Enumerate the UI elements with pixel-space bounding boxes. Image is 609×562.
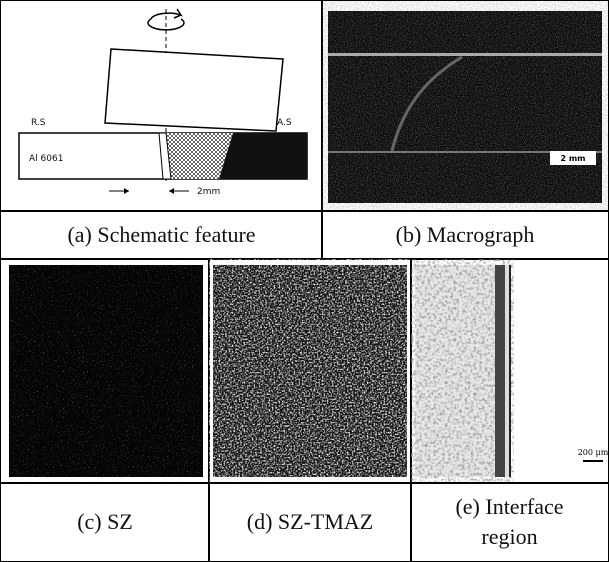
micrograph <box>1 259 209 483</box>
annotation: A.S <box>277 118 292 128</box>
caption: (c) SZ <box>0 482 210 562</box>
figure: R.S A.S Al 6061 2mm 2 mm (a) Schematic f… <box>0 0 609 562</box>
micrograph: 200 μm <box>411 259 608 483</box>
caption: (b) Macrograph <box>321 210 609 260</box>
scale-bar: 2 mm <box>560 154 585 163</box>
macrograph: 2 mm <box>322 1 608 211</box>
panel-e: 200 μm <box>410 258 609 484</box>
micrograph <box>209 259 411 483</box>
panel-b: 2 mm <box>321 0 609 212</box>
annotation: Al 6061 <box>29 154 63 164</box>
caption: (d) SZ-TMAZ <box>208 482 412 562</box>
panel-a: R.S A.S Al 6061 2mm <box>0 0 323 212</box>
caption: (e) Interface region <box>410 482 609 562</box>
annotation: 2mm <box>197 187 220 197</box>
annotation: R.S <box>31 118 46 128</box>
panel-c <box>0 258 210 484</box>
schematic: R.S A.S Al 6061 2mm <box>1 1 321 211</box>
caption: (a) Schematic feature <box>0 210 323 260</box>
panel-d <box>208 258 412 484</box>
scale-bar: 200 μm <box>578 448 608 457</box>
